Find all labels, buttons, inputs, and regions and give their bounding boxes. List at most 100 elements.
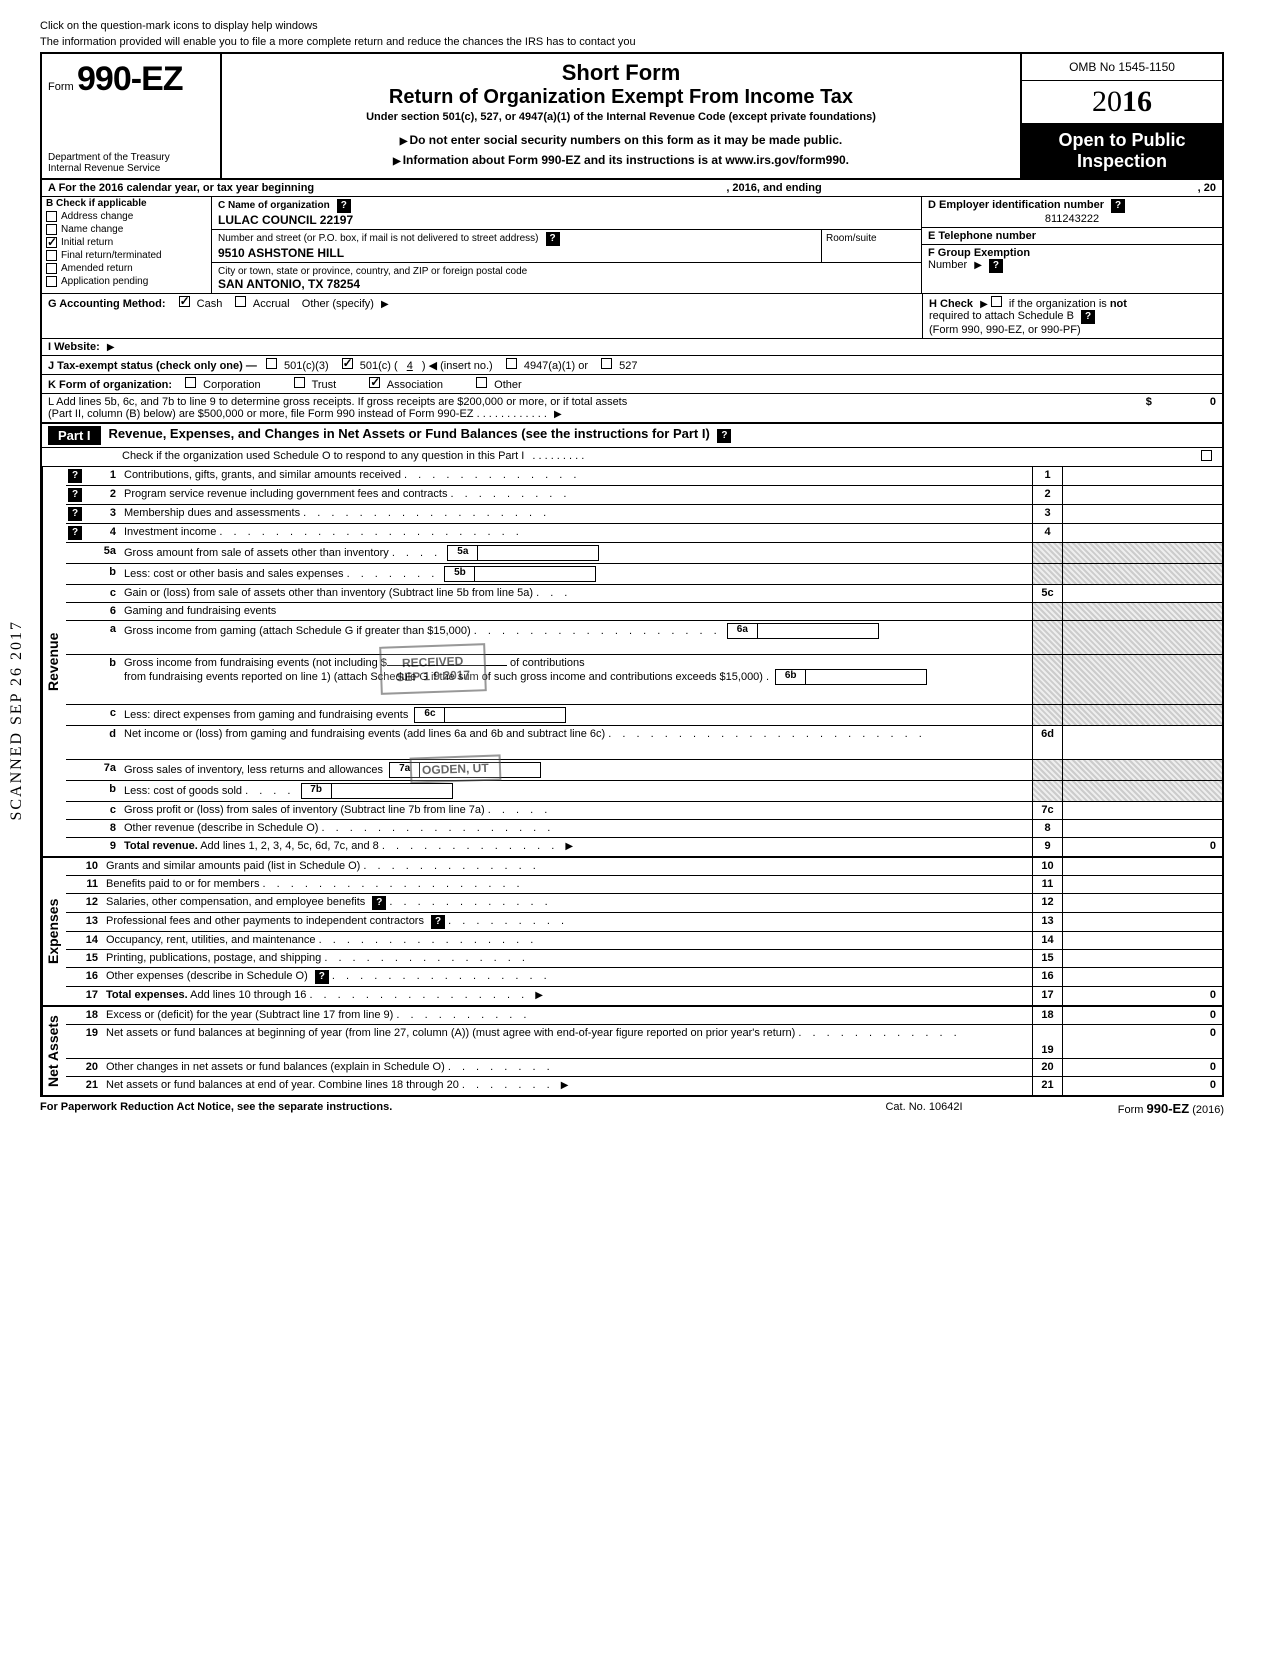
ln16-num: 16 xyxy=(66,968,102,986)
f-group: F Group Exemption Number ? xyxy=(922,245,1222,293)
h-check: H Check if the organization is not requi… xyxy=(922,294,1222,338)
col-b-checkboxes: B Check if applicable Address change Nam… xyxy=(42,197,212,293)
help-icon[interactable]: ? xyxy=(68,469,82,483)
j-527-chk[interactable] xyxy=(601,358,612,369)
ln7a-box xyxy=(1032,760,1062,780)
ln10-amt[interactable] xyxy=(1062,858,1222,875)
j-501c-chk[interactable] xyxy=(342,358,353,369)
help-icon[interactable]: ? xyxy=(315,970,329,984)
ln6c-val[interactable] xyxy=(445,708,565,722)
org-city: SAN ANTONIO, TX 78254 xyxy=(218,277,360,291)
b-initial[interactable]: Initial return xyxy=(42,236,211,249)
ln7c-amt[interactable] xyxy=(1062,802,1222,819)
notice-ssn: Do not enter social security numbers on … xyxy=(232,133,1010,147)
help-icon[interactable]: ? xyxy=(68,488,82,502)
ln3-box: 3 xyxy=(1032,505,1062,523)
k-assoc-chk[interactable] xyxy=(369,377,380,388)
ln20-box: 20 xyxy=(1032,1059,1062,1076)
b-final[interactable]: Final return/terminated xyxy=(42,249,211,262)
col-c-org: C Name of organization ? LULAC COUNCIL 2… xyxy=(212,197,922,293)
ln7a-amt xyxy=(1062,760,1222,780)
help-icon[interactable]: ? xyxy=(337,199,351,213)
j-501c3-chk[interactable] xyxy=(266,358,277,369)
ln1-box: 1 xyxy=(1032,467,1062,485)
form-number: 990-EZ xyxy=(77,60,183,98)
help-icon[interactable]: ? xyxy=(989,259,1003,273)
c-street: Number and street (or P.O. box, if mail … xyxy=(212,230,921,263)
ln7b-box xyxy=(1032,781,1062,801)
ln20-num: 20 xyxy=(66,1059,102,1076)
row-a-begin: A For the 2016 calendar year, or tax yea… xyxy=(48,182,532,194)
b-name[interactable]: Name change xyxy=(42,223,211,236)
b-address[interactable]: Address change xyxy=(42,210,211,223)
ln7a-desc: Gross sales of inventory, less returns a… xyxy=(120,760,1032,780)
b-pending[interactable]: Application pending xyxy=(42,275,211,288)
ln8-amt[interactable] xyxy=(1062,820,1222,837)
j-501c-num: 4 xyxy=(401,360,419,372)
ln12-amt[interactable] xyxy=(1062,894,1222,912)
ln14-amt[interactable] xyxy=(1062,932,1222,949)
ln1-amt[interactable] xyxy=(1062,467,1222,485)
help-icon[interactable]: ? xyxy=(546,232,560,246)
header-left: Form 990-EZ Department of the Treasury I… xyxy=(42,54,222,178)
ln6a-val[interactable] xyxy=(758,624,878,638)
k-trust-chk[interactable] xyxy=(294,377,305,388)
ln21-num: 21 xyxy=(66,1077,102,1095)
ln9-box: 9 xyxy=(1032,838,1062,856)
ln6b-box xyxy=(1032,655,1062,704)
row-a-end2: , 20 xyxy=(1016,182,1216,194)
ln5a-desc: Gross amount from sale of assets other t… xyxy=(120,543,1032,563)
ln6b-val[interactable] xyxy=(806,670,926,684)
ln5b-val[interactable] xyxy=(475,567,595,581)
ln13-amt[interactable] xyxy=(1062,913,1222,931)
ln21-box: 21 xyxy=(1032,1077,1062,1095)
ln6c-num: c xyxy=(84,705,120,725)
ln14-num: 14 xyxy=(66,932,102,949)
ln2-amt[interactable] xyxy=(1062,486,1222,504)
ln6d-num: d xyxy=(84,726,120,759)
ln5b-amt xyxy=(1062,564,1222,584)
ln6-num: 6 xyxy=(84,603,120,620)
help-icon[interactable]: ? xyxy=(717,429,731,443)
help-icon[interactable]: ? xyxy=(68,526,82,540)
omb-number: OMB No 1545-1150 xyxy=(1022,54,1222,81)
col-de: D Employer identification number ? 81124… xyxy=(922,197,1222,293)
g-cash-chk[interactable] xyxy=(179,296,190,307)
g-accrual-chk[interactable] xyxy=(235,296,246,307)
help-icon[interactable]: ? xyxy=(431,915,445,929)
ln4-box: 4 xyxy=(1032,524,1062,542)
ln6d-amt[interactable] xyxy=(1062,726,1222,759)
ln15-amt[interactable] xyxy=(1062,950,1222,967)
ln3-amt[interactable] xyxy=(1062,505,1222,523)
ln13-num: 13 xyxy=(66,913,102,931)
k-other-chk[interactable] xyxy=(476,377,487,388)
help-icon[interactable]: ? xyxy=(68,507,82,521)
h-chk[interactable] xyxy=(991,296,1002,307)
ln10-desc: Grants and similar amounts paid (list in… xyxy=(102,858,1032,875)
help-icon[interactable]: ? xyxy=(1111,199,1125,213)
ln5c-amt[interactable] xyxy=(1062,585,1222,602)
j-4947-chk[interactable] xyxy=(506,358,517,369)
ln8-num: 8 xyxy=(84,820,120,837)
room-label: Room/suite xyxy=(826,233,877,244)
ln21-amt: 0 xyxy=(1062,1077,1222,1095)
ln16-amt[interactable] xyxy=(1062,968,1222,986)
dept-info: Department of the Treasury Internal Reve… xyxy=(48,152,170,174)
ln11-amt[interactable] xyxy=(1062,876,1222,893)
ln6b-amt xyxy=(1062,655,1222,704)
ln5a-box xyxy=(1032,543,1062,563)
ln7b-val[interactable] xyxy=(332,784,452,798)
b-amended[interactable]: Amended return xyxy=(42,262,211,275)
ln5a-val[interactable] xyxy=(478,546,598,560)
help-icon[interactable]: ? xyxy=(372,896,386,910)
help-icon[interactable]: ? xyxy=(1081,310,1095,324)
ln4-amt[interactable] xyxy=(1062,524,1222,542)
k-corp-chk[interactable] xyxy=(185,377,196,388)
ln1-num: 1 xyxy=(84,467,120,485)
dept-treasury: Department of the Treasury xyxy=(48,152,170,163)
part1-chk[interactable] xyxy=(1201,450,1212,461)
ln6c-box xyxy=(1032,705,1062,725)
help-note-1: Click on the question-mark icons to disp… xyxy=(40,20,1224,32)
ln1-desc: Contributions, gifts, grants, and simila… xyxy=(120,467,1032,485)
ein-value: 811243222 xyxy=(928,213,1216,225)
